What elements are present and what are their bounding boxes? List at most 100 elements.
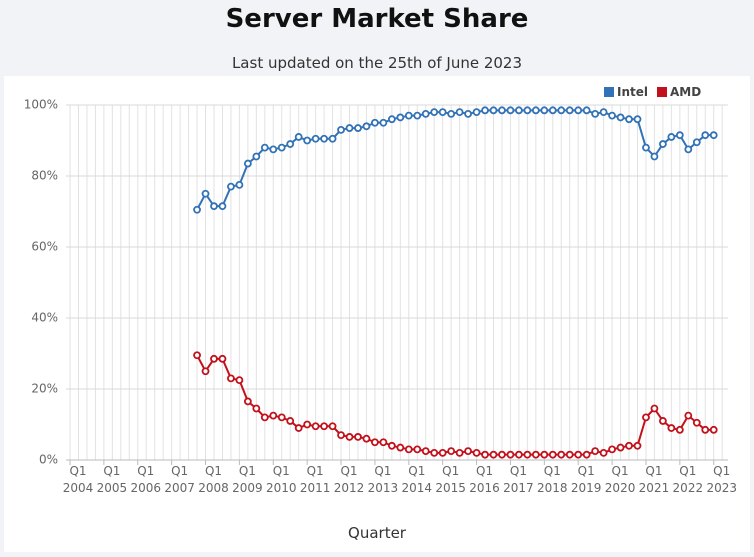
point — [243, 159, 252, 168]
point — [557, 106, 566, 115]
point — [608, 111, 616, 120]
point — [252, 152, 261, 161]
point — [591, 447, 600, 456]
point — [489, 106, 498, 115]
point — [625, 441, 633, 450]
point — [582, 106, 591, 115]
point — [277, 413, 286, 422]
point — [227, 182, 235, 191]
point — [574, 450, 583, 459]
y-tick-label: 0% — [39, 453, 58, 467]
point — [430, 108, 439, 116]
x-tick-label: Q1 2013 — [367, 464, 399, 495]
x-tick-label: Q1 2012 — [333, 464, 365, 495]
point — [320, 422, 329, 431]
point — [387, 441, 396, 450]
point — [235, 180, 244, 189]
point — [709, 425, 718, 434]
point — [354, 124, 362, 132]
chart: 0% 20% 40% 60% 80% 100% Intel AMD — [24, 85, 728, 467]
point — [260, 413, 269, 422]
point — [565, 106, 574, 115]
x-tick-label: Q1 2008 — [198, 464, 229, 495]
point — [531, 106, 540, 115]
point — [193, 205, 201, 214]
point — [540, 106, 549, 115]
point — [362, 122, 371, 131]
point — [616, 443, 625, 452]
point — [633, 115, 642, 124]
point — [675, 131, 684, 140]
point — [455, 108, 464, 116]
point — [277, 143, 286, 152]
x-tick-label: Q1 2014 — [401, 464, 433, 495]
x-tick-label: Q1 2010 — [265, 464, 297, 495]
series-line — [196, 109, 714, 211]
point — [404, 111, 413, 120]
point — [396, 443, 405, 452]
x-tick-label: Q1 2007 — [164, 464, 195, 495]
point — [574, 106, 583, 115]
x-tick-label: Q1 2009 — [232, 464, 263, 495]
point — [438, 448, 447, 457]
legend-label: Intel — [617, 85, 648, 99]
point — [430, 448, 439, 457]
point — [371, 118, 379, 127]
point — [294, 424, 303, 432]
x-tick-label: Q1 2021 — [638, 464, 670, 495]
point — [684, 145, 693, 154]
point — [709, 131, 718, 140]
point — [489, 450, 498, 459]
point — [404, 445, 413, 454]
point — [269, 145, 278, 154]
point — [616, 113, 625, 122]
point — [498, 450, 506, 459]
point — [252, 404, 261, 413]
point — [345, 124, 354, 132]
x-axis-title: Quarter — [348, 524, 406, 542]
point — [311, 134, 320, 143]
point — [328, 134, 337, 143]
point — [506, 450, 515, 459]
x-tick-label: Q1 2020 — [604, 464, 636, 495]
chart-panel: 0% 20% 40% 60% 80% 100% Intel AMD Quarter Q1 20… — [4, 76, 750, 552]
point — [548, 450, 557, 459]
point — [515, 106, 523, 115]
x-tick-label: Q1 2011 — [299, 464, 331, 495]
point — [591, 109, 600, 118]
legend-swatch — [604, 87, 614, 97]
point — [464, 447, 472, 456]
x-tick-label: Q1 2023 — [706, 464, 737, 495]
point — [320, 134, 329, 143]
point — [201, 189, 210, 198]
point — [481, 450, 489, 459]
point — [286, 140, 295, 148]
point — [472, 108, 481, 116]
point — [438, 108, 447, 116]
point — [235, 376, 244, 385]
point — [667, 133, 676, 141]
point — [218, 354, 227, 363]
point — [582, 450, 591, 459]
point — [684, 411, 693, 420]
point — [675, 425, 684, 434]
point — [701, 131, 710, 140]
point — [515, 450, 523, 459]
point — [659, 417, 667, 425]
legend-label: AMD — [670, 85, 701, 99]
y-tick-label: 20% — [31, 382, 58, 396]
y-tick-label: 60% — [31, 240, 58, 254]
x-tick-label: Q1 2022 — [672, 464, 704, 495]
point — [523, 450, 532, 459]
point — [667, 424, 676, 432]
legend-swatch — [657, 87, 667, 97]
point — [218, 202, 227, 211]
point — [371, 438, 379, 447]
point — [269, 411, 278, 420]
point — [692, 138, 701, 147]
point — [294, 133, 303, 141]
x-tick-label: Q1 2018 — [537, 464, 568, 495]
point — [650, 152, 659, 161]
point — [387, 115, 396, 124]
point — [227, 374, 235, 383]
